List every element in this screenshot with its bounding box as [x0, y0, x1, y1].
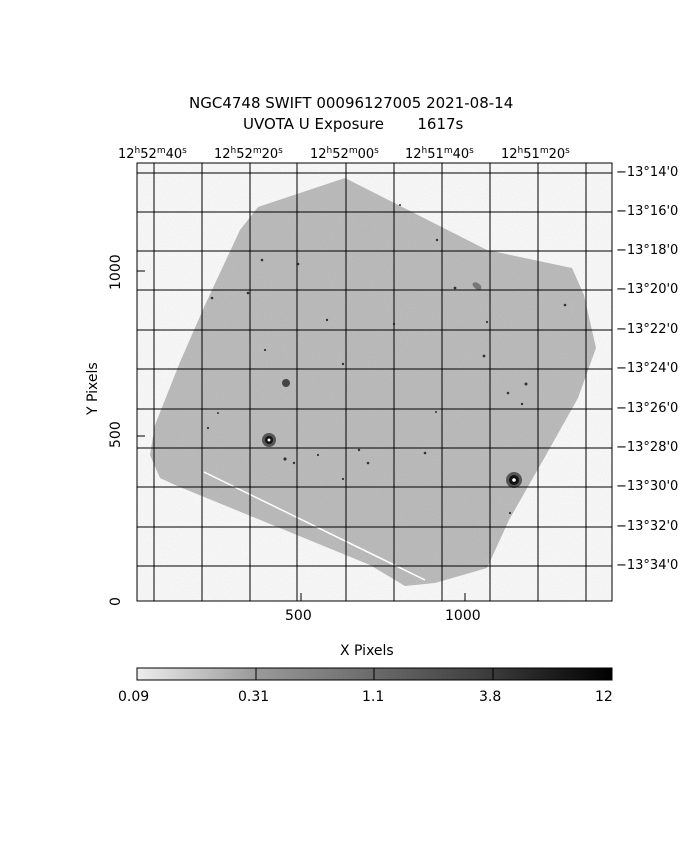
dec-label: −13°14'0 [616, 165, 679, 180]
galaxy-ngc4748 [282, 379, 290, 387]
plot-title-line2: UVOTA U Exposure 1617s [243, 115, 464, 133]
y-tick-label: 500 [108, 421, 124, 448]
colorbar-label: 0.09 [118, 689, 150, 705]
y-tick-label: 1000 [108, 254, 124, 290]
x-tick-label: 500 [285, 608, 312, 624]
svg-text:12h52m40s: 12h52m40s [118, 146, 187, 162]
colorbar-label: 0.31 [238, 689, 270, 705]
x-tick-label: 1000 [445, 608, 481, 624]
svg-text:12h52m20s: 12h52m20s [214, 146, 283, 162]
plot-title-line1: NGC4748 SWIFT 00096127005 2021-08-14 [189, 94, 514, 112]
y-tick-label: 0 [108, 597, 124, 606]
colorbar-label: 3.8 [479, 689, 502, 705]
colorbar-label: 12 [595, 689, 613, 705]
dec-label: −13°24'0 [616, 361, 679, 376]
ra-axis-labels: 12h52m40s 12h52m20s 12h52m00s 12h51m40s … [118, 146, 570, 162]
dec-label: −13°34'0 [616, 558, 679, 573]
satellite-trail [203, 471, 426, 581]
y-axis-title: Y Pixels [85, 362, 101, 415]
extended-source [472, 282, 482, 290]
dec-label: −13°32'0 [616, 519, 679, 534]
coordinate-grid [137, 163, 612, 601]
svg-text:12h52m00s: 12h52m00s [310, 146, 379, 162]
dec-label: −13°22'0 [616, 322, 679, 337]
x-axis-title: X Pixels [340, 643, 394, 659]
dec-label: −13°18'0 [616, 243, 679, 258]
svg-text:12h51m20s: 12h51m20s [501, 146, 570, 162]
svg-text:12h51m40s: 12h51m40s [405, 146, 474, 162]
bright-source-1 [262, 433, 276, 447]
colorbar-label: 1.1 [362, 689, 385, 705]
bright-source-2 [506, 472, 522, 488]
faint-sources [206, 204, 567, 515]
dec-label: −13°16'0 [616, 204, 679, 219]
dec-label: −13°28'0 [616, 440, 679, 455]
plot-frame [136, 162, 613, 602]
dec-label: −13°20'0 [616, 282, 679, 297]
dec-label: −13°26'0 [616, 401, 679, 416]
dec-label: −13°30'0 [616, 479, 679, 494]
